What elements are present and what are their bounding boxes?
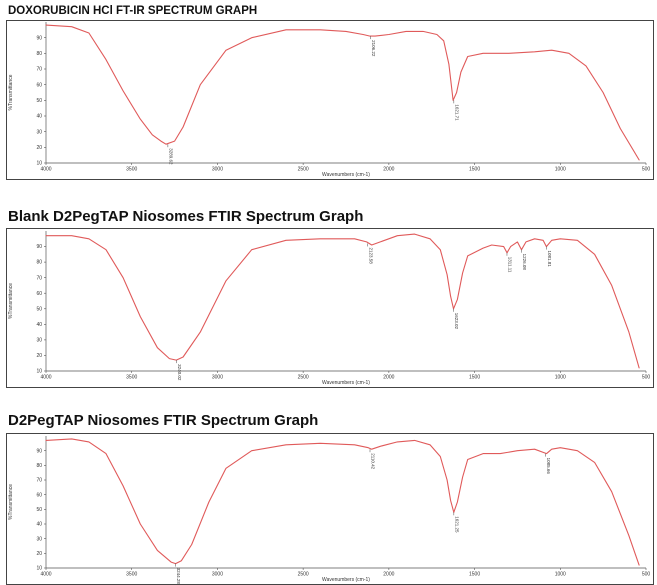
chart-panel-1: DOXORUBICIN HCl FT-IR SPECTRUM GRAPH 10 2… (0, 0, 657, 180)
spectrum-line (45, 438, 640, 566)
x-tick-label: 500 (642, 167, 651, 173)
y-tick-label: 10 (36, 369, 42, 375)
spectrum-line (45, 24, 640, 161)
y-tick-label: 90 (36, 448, 42, 454)
peak-label: 2123.58 (368, 247, 373, 264)
y-tick-label: 30 (36, 536, 42, 542)
x-tick-label: 4000 (40, 167, 51, 173)
y-tick-label: 80 (36, 463, 42, 469)
x-tick-label: 1500 (469, 375, 480, 381)
peak-label: 1085.66 (546, 458, 551, 475)
y-tick-label: 80 (36, 51, 42, 57)
y-tick-label: 50 (36, 98, 42, 104)
ftir-chart-doxorubicin: 10 20 30 40 50 60 70 80 90 4000 3500 3000 2500 2000 15… (8, 22, 651, 178)
x-tick-label: 2000 (383, 167, 394, 173)
x-tick-label: 3500 (126, 572, 137, 578)
peak-label: 3240.02 (177, 364, 182, 381)
x-tick-label: 3000 (212, 375, 223, 381)
x-tick-label: 1000 (555, 375, 566, 381)
y-tick-label: 40 (36, 114, 42, 120)
x-tick-label: 3000 (212, 572, 223, 578)
chart-frame (6, 433, 654, 585)
y-tick-label: 90 (36, 35, 42, 41)
y-tick-label: 30 (36, 129, 42, 135)
x-axis-label: Wavenumbers (cm-1) (322, 172, 370, 178)
y-axis-label: %Transmittance (8, 283, 14, 319)
y-tick-label: 20 (36, 145, 42, 151)
y-tick-label: 20 (36, 551, 42, 557)
peak-label: 3289.62 (168, 148, 173, 165)
y-axis-label: %Transmittance (8, 74, 14, 110)
y-tick-label: 30 (36, 337, 42, 343)
x-tick-label: 1000 (555, 167, 566, 173)
x-tick-label: 1500 (469, 572, 480, 578)
y-tick-label: 60 (36, 291, 42, 297)
ftir-chart-blank-niosomes: 10 20 30 40 50 60 70 80 90 4000 3500 3000 2500 2000 15… (8, 231, 651, 386)
x-tick-label: 2000 (383, 375, 394, 381)
y-tick-label: 80 (36, 260, 42, 266)
chart-title: DOXORUBICIN HCl FT-IR SPECTRUM GRAPH (8, 5, 258, 17)
peak-label: 1081.81 (547, 251, 552, 268)
y-tick-label: 20 (36, 353, 42, 359)
y-tick-label: 10 (36, 566, 42, 572)
chart-frame (6, 228, 654, 388)
y-tick-label: 50 (36, 507, 42, 513)
x-axis-label: Wavenumbers (cm-1) (322, 380, 370, 386)
y-tick-label: 70 (36, 275, 42, 281)
x-tick-label: 2500 (298, 167, 309, 173)
x-tick-label: 3500 (126, 375, 137, 381)
y-tick-label: 70 (36, 478, 42, 484)
peak-label: 1311.11 (507, 257, 512, 273)
x-tick-label: 2000 (383, 572, 394, 578)
y-tick-label: 90 (36, 244, 42, 250)
chart-title: Blank D2PegTAP Niosomes FTIR Spectrum Gr… (8, 208, 364, 225)
x-tick-label: 1500 (469, 167, 480, 173)
x-tick-label: 2500 (298, 572, 309, 578)
x-tick-label: 500 (642, 572, 651, 578)
y-tick-label: 60 (36, 492, 42, 498)
spectrum-line (45, 233, 640, 369)
y-tick-label: 50 (36, 306, 42, 312)
x-axis-label: Wavenumbers (cm-1) (322, 577, 370, 583)
chart-title: D2PegTAP Niosomes FTIR Spectrum Graph (8, 412, 319, 429)
y-axis-label: %Transmittance (8, 484, 14, 520)
chart-frame (6, 20, 654, 180)
y-tick-label: 40 (36, 322, 42, 328)
peak-label: 1621.25 (454, 516, 459, 533)
peak-label: 3244.28 (176, 568, 181, 585)
peak-label: 2110.42 (371, 453, 376, 469)
x-tick-label: 1000 (555, 572, 566, 578)
peak-label: 1226.08 (522, 254, 527, 271)
chart-panel-2: Blank D2PegTAP Niosomes FTIR Spectrum Gr… (0, 205, 657, 388)
chart-panel-3: D2PegTAP Niosomes FTIR Spectrum Graph 10… (0, 408, 657, 585)
x-tick-label: 500 (642, 375, 651, 381)
peak-label: 1621.71 (454, 104, 459, 121)
x-tick-label: 4000 (40, 375, 51, 381)
x-tick-label: 2500 (298, 375, 309, 381)
y-tick-label: 40 (36, 522, 42, 528)
y-tick-label: 70 (36, 67, 42, 73)
x-tick-label: 3000 (212, 167, 223, 173)
y-tick-label: 10 (36, 161, 42, 167)
peak-label: 1623.02 (454, 313, 459, 330)
x-tick-label: 4000 (40, 572, 51, 578)
x-tick-label: 3500 (126, 167, 137, 173)
ftir-chart-niosomes: 10 20 30 40 50 60 70 80 90 4000 3500 3000 2500 2000 15… (8, 436, 651, 585)
y-tick-label: 60 (36, 82, 42, 88)
peak-label: 2106.22 (371, 40, 376, 57)
